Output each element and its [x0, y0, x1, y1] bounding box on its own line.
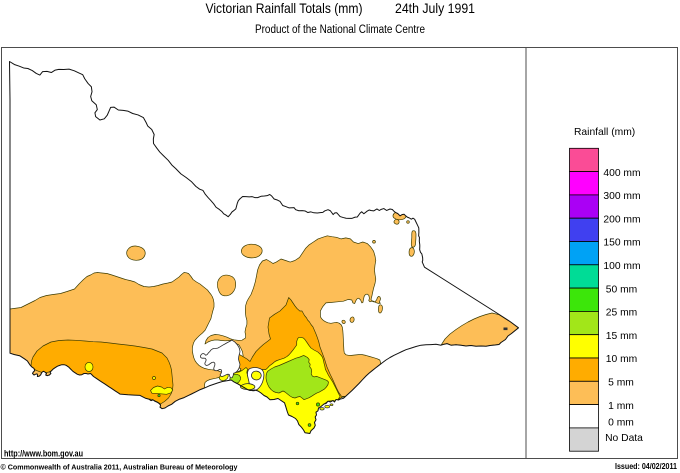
- svg-text:150 mm: 150 mm: [603, 238, 640, 249]
- svg-text:200 mm: 200 mm: [603, 214, 640, 225]
- svg-text:Product of the National Climat: Product of the National Climate Centre: [255, 24, 425, 36]
- svg-text:No Data: No Data: [605, 433, 643, 444]
- svg-text:15 mm: 15 mm: [606, 331, 637, 342]
- svg-text:1 mm: 1 mm: [608, 401, 634, 412]
- svg-text:Victorian Rainfall Totals (mm): Victorian Rainfall Totals (mm): [206, 0, 363, 16]
- svg-text:300 mm: 300 mm: [603, 191, 640, 202]
- svg-text:400 mm: 400 mm: [603, 168, 640, 179]
- svg-text:0 mm: 0 mm: [608, 418, 634, 429]
- svg-text:10 mm: 10 mm: [606, 354, 637, 365]
- svg-text:100 mm: 100 mm: [603, 261, 640, 272]
- svg-text:Issued: 04/02/2011: Issued: 04/02/2011: [615, 462, 677, 471]
- svg-text:50 mm: 50 mm: [606, 284, 637, 295]
- svg-text:© Commonwealth of Australia 20: © Commonwealth of Australia 2011, Austra…: [1, 463, 239, 472]
- svg-text:24th July 1991: 24th July 1991: [395, 0, 475, 16]
- svg-text:25 mm: 25 mm: [606, 308, 637, 319]
- svg-text:5 mm: 5 mm: [608, 378, 634, 389]
- svg-text:http://www.bom.gov.au: http://www.bom.gov.au: [4, 448, 83, 459]
- svg-text:Rainfall (mm): Rainfall (mm): [574, 127, 635, 138]
